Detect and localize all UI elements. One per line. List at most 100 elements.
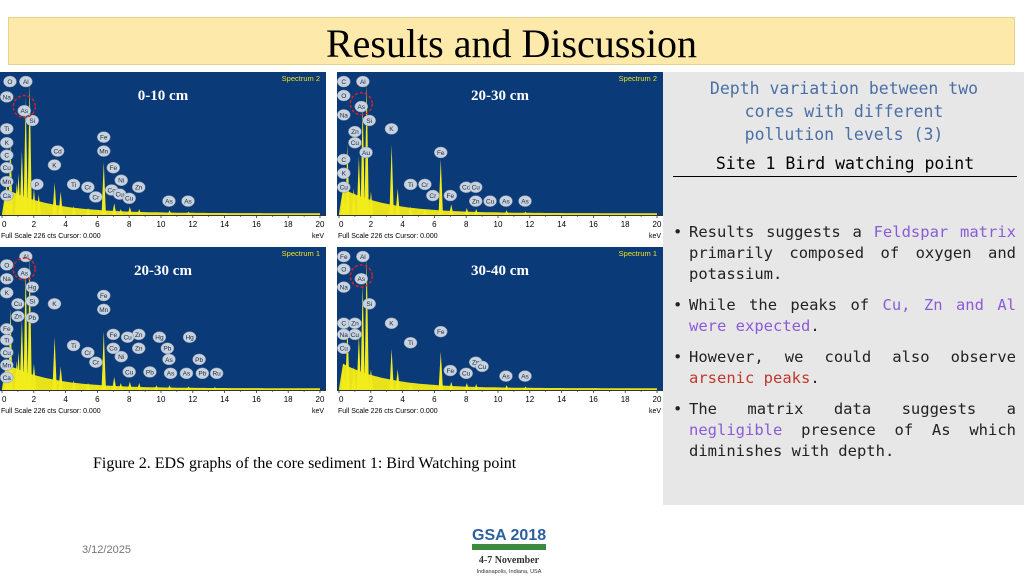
svg-text:Fe: Fe <box>3 326 11 333</box>
spectrum-peak <box>474 209 479 215</box>
x-tick-label: 6 <box>432 220 437 229</box>
svg-text:Cr: Cr <box>92 360 100 367</box>
finding-text: . <box>810 317 820 335</box>
svg-text:C: C <box>341 157 346 164</box>
spectrum-peak <box>58 191 63 215</box>
x-axis-label: keV <box>312 233 324 240</box>
svg-text:As: As <box>165 357 173 364</box>
svg-text:Co: Co <box>108 187 117 194</box>
spectrum-peak <box>504 210 509 215</box>
svg-text:Cu: Cu <box>3 165 12 172</box>
spectrum-peak <box>341 366 346 390</box>
slide-date: 3/12/2025 <box>82 544 131 556</box>
svg-text:Si: Si <box>366 118 372 125</box>
element-label: Na <box>337 109 351 121</box>
svg-text:Pb: Pb <box>195 357 203 364</box>
eds-chart-20-30cm-spectrum1: Al O Na As K Hg Cu Si Zn Pb K Fe Mn Fe Ti Cu Mn Ca Ti Cr Cr F… <box>0 247 326 419</box>
gsa-2018-logo: GSA 2018 4-7 November Indianapolis, Indi… <box>472 527 546 575</box>
spectrum-peak <box>127 381 133 390</box>
spectrum-peak <box>449 381 454 390</box>
x-tick-label: 10 <box>494 220 503 229</box>
spectrum-peak <box>167 385 172 390</box>
element-label: Cu <box>337 342 351 355</box>
finding-text: presence of As which diminishes with dep… <box>689 421 1016 460</box>
eds-chart-20-30cm-spectrum2: C Al O As Na Si Zn Cu Au K Fe C K Cu Ti Cr Co Cr Fe Cu Zn Cu A… <box>337 72 663 244</box>
svg-text:C: C <box>4 153 9 160</box>
spectrum-peak <box>464 382 470 390</box>
svg-text:As: As <box>521 199 529 206</box>
svg-text:Cr: Cr <box>84 185 92 192</box>
element-label: P <box>30 178 44 191</box>
element-label: K <box>0 136 14 149</box>
axis-area <box>337 215 663 244</box>
x-tick-label: 18 <box>284 220 293 229</box>
element-label: As <box>499 370 513 382</box>
element-label: Ca <box>0 189 14 202</box>
spectrum-peak <box>27 257 32 390</box>
element-label: O <box>0 259 14 271</box>
spectrum-peak <box>345 144 350 215</box>
spectrum-peak <box>58 366 63 390</box>
element-label: Fe <box>434 146 448 159</box>
svg-text:As: As <box>521 374 529 381</box>
element-label: Al <box>356 75 370 88</box>
svg-text:Cu: Cu <box>3 350 12 357</box>
svg-text:Fe: Fe <box>437 150 445 157</box>
x-tick-label: 8 <box>464 220 469 229</box>
svg-text:Fe: Fe <box>110 332 118 339</box>
svg-text:Fe: Fe <box>100 135 108 142</box>
spectrum-peak <box>112 203 117 215</box>
svg-text:As: As <box>184 199 192 206</box>
svg-text:Al: Al <box>360 254 366 261</box>
svg-text:K: K <box>389 126 394 133</box>
svg-text:Zn: Zn <box>472 199 480 206</box>
x-tick-label: 2 <box>369 395 374 404</box>
element-label: Ti <box>66 339 81 352</box>
element-label: Zn <box>11 310 25 323</box>
element-label: Cr <box>418 178 432 191</box>
site-name: Site 1 Bird watching point <box>673 154 1017 177</box>
element-label: K <box>0 286 14 299</box>
logo-dates: 4-7 November <box>479 555 540 566</box>
finding-text: primarily composed of oxygen and potassi… <box>689 244 1016 283</box>
x-tick-label: 8 <box>127 395 132 404</box>
spectrum-peak <box>438 351 443 390</box>
eds-chart-0-10cm: O Al Na As Si Ti K C Cu Mn Ca Cd K P Fe Mn Fe Ni Ti Cr Co Cu C… <box>0 72 326 244</box>
spectrum-label: Spectrum 2 <box>282 74 320 83</box>
element-label: Cd <box>50 145 65 157</box>
element-label: C <box>337 153 351 166</box>
spectrum-peak <box>464 207 470 215</box>
depth-title: 20-30 cm <box>134 263 192 279</box>
element-label: Zn <box>131 181 146 193</box>
spectrum-peak <box>395 188 400 215</box>
svg-text:Pb: Pb <box>146 369 154 376</box>
svg-text:Hg: Hg <box>28 285 37 292</box>
element-label: O <box>337 263 351 275</box>
spectrum-peak <box>351 188 356 215</box>
spectrum-peak <box>137 209 142 215</box>
svg-text:Cu: Cu <box>351 140 360 147</box>
finding-item: However, we could also observe arsenic p… <box>671 347 1016 389</box>
svg-text:Ti: Ti <box>4 126 9 133</box>
x-tick-label: 14 <box>557 395 566 404</box>
x-tick-label: 18 <box>621 395 630 404</box>
element-label: Cr <box>81 346 95 359</box>
element-label: Zn <box>468 195 483 207</box>
spectrum-peak <box>16 351 21 390</box>
spectrum-peak <box>504 385 509 390</box>
spectrum-peak <box>85 207 91 215</box>
element-label: As <box>179 367 194 380</box>
element-label: Zn <box>348 125 362 138</box>
arsenic-highlight-circle <box>12 257 36 281</box>
element-label: As <box>17 267 32 279</box>
scale-footer: Full Scale 226 cts Cursor: 0.000 <box>1 408 101 415</box>
finding-text: . <box>810 369 820 387</box>
x-tick-label: 0 <box>339 395 344 404</box>
element-label: Fe <box>97 289 111 302</box>
svg-text:Na: Na <box>3 276 12 283</box>
svg-text:Au: Au <box>362 150 370 157</box>
logo-title: GSA 2018 <box>472 527 546 544</box>
svg-text:Fe: Fe <box>437 329 445 336</box>
spectrum-peak <box>389 144 394 215</box>
svg-text:Zn: Zn <box>351 321 359 328</box>
